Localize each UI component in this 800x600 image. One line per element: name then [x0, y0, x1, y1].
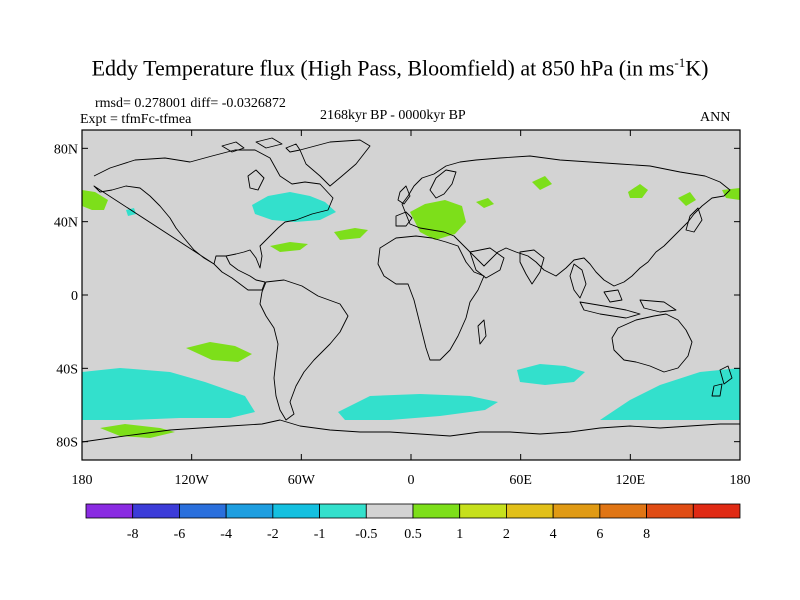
coastline-antarctica — [82, 419, 740, 443]
anomaly-green-mid-atlantic — [334, 228, 368, 240]
colorbar-label: 6 — [596, 527, 603, 542]
anomaly-green-southern-ocean — [100, 424, 175, 438]
coastline-north-america — [93, 149, 334, 291]
anomaly-green-east-asia — [628, 184, 648, 198]
colorbar-label: 8 — [643, 527, 650, 542]
anomaly-green-south-pacific — [186, 342, 252, 362]
colorbar-swatch — [132, 503, 180, 519]
colorbar-swatch — [412, 503, 461, 519]
colorbar-label: 2 — [503, 527, 510, 542]
anomaly-regions — [82, 176, 740, 438]
anomaly-green-alaska — [82, 190, 108, 210]
coastline-africa — [377, 235, 485, 361]
coastline-greenland — [299, 139, 371, 187]
lon-tick-label: 60W — [288, 473, 316, 488]
season-label: ANN — [700, 110, 731, 125]
colorbar-swatch — [272, 503, 320, 519]
anomaly-cyan-southern-ocean-east — [600, 368, 740, 420]
colorbar-label: -1 — [314, 527, 326, 542]
coastline-iberia — [395, 211, 413, 227]
anomaly-cyan-north-atlantic — [252, 192, 336, 222]
coastline-south-america — [259, 279, 349, 421]
coastline-australia — [611, 313, 693, 373]
colorbar-swatch — [179, 503, 227, 519]
lat-tick-label: 40S — [56, 362, 78, 377]
coastline-hudson-bay — [247, 169, 265, 191]
lat-tick-label: 0 — [71, 289, 78, 304]
colorbar-label: -6 — [174, 527, 186, 542]
anomaly-green-siberia — [532, 176, 552, 190]
period-label: 2168kyr BP - 0000kyr BP — [320, 108, 466, 123]
colorbar-swatch — [85, 503, 134, 519]
coastline-uk — [397, 185, 411, 205]
anomaly-green-japan-sea — [678, 192, 696, 206]
coastline-madagascar — [477, 319, 487, 345]
coastline-eurasia — [401, 155, 731, 287]
coastlines — [82, 137, 740, 443]
colorbar-label: -8 — [127, 527, 139, 542]
colorbar-swatch — [506, 503, 554, 519]
anomaly-cyan-south-pacific — [82, 368, 255, 420]
anomaly-green-mediterranean — [410, 200, 466, 240]
colorbar-swatch — [225, 503, 274, 519]
colorbar-swatch — [319, 503, 367, 519]
colorbar-label: 1 — [456, 527, 463, 542]
coastline-arctic-islands — [221, 137, 301, 153]
coastline-india — [519, 249, 545, 285]
map-ticks: 180 120W 60W 0 60E 120E 180 80N 40N 0 40S 80S — [54, 130, 751, 488]
colorbar-swatch — [365, 503, 414, 519]
coastline-japan — [685, 207, 703, 233]
anomaly-green-west-atlantic — [270, 242, 308, 252]
lat-tick-label: 40N — [54, 216, 78, 231]
anomaly-cyan-south-atlantic — [338, 394, 498, 420]
lon-tick-label: 0 — [408, 473, 415, 488]
coastline-scandinavia — [429, 169, 457, 199]
anomaly-cyan-pacific-north — [126, 208, 136, 216]
anomaly-cyan-indian-ocean — [517, 364, 585, 385]
colorbar-swatch — [459, 503, 507, 519]
lon-tick-label: 180 — [730, 473, 751, 488]
lon-tick-label: 120W — [175, 473, 210, 488]
coastline-arabia — [469, 247, 505, 279]
colorbar-swatch — [646, 503, 694, 519]
lat-tick-label: 80N — [54, 142, 78, 157]
colorbar-label: 4 — [550, 527, 557, 542]
lat-tick-label: 80S — [56, 436, 78, 451]
lon-tick-label: 180 — [72, 473, 93, 488]
colorbar-label: -4 — [220, 527, 232, 542]
colorbar-swatch — [692, 503, 741, 519]
coastline-southeast-asia — [569, 263, 587, 299]
anomaly-green-north-pacific — [722, 188, 740, 200]
lon-tick-label: 60E — [509, 473, 532, 488]
stats-text: rmsd= 0.278001 diff= -0.0326872 — [95, 96, 286, 111]
experiment-label: Expt = tfmFc-tfmea — [80, 112, 192, 127]
coastline-indonesia — [579, 289, 677, 319]
colorbar-label: -0.5 — [355, 527, 377, 542]
colorbar: -8 -6 -4 -2 -1 -0.5 0.5 1 2 4 6 8 — [85, 503, 741, 542]
colorbar-label: -2 — [267, 527, 279, 542]
colorbar-swatch — [599, 503, 647, 519]
lon-tick-label: 120E — [616, 473, 646, 488]
plot-title: Eddy Temperature flux (High Pass, Bloomf… — [91, 55, 709, 81]
colorbar-label: 0.5 — [404, 527, 422, 542]
colorbar-swatch — [552, 503, 601, 519]
coastline-new-zealand — [711, 365, 733, 397]
anomaly-green-caspian — [476, 198, 494, 208]
